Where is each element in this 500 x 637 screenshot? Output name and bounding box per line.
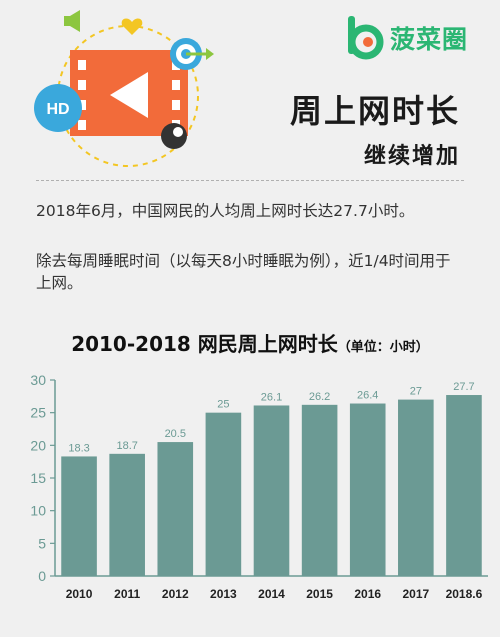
dashed-ring-icon bbox=[57, 25, 199, 167]
bar-value-label: 20.5 bbox=[165, 428, 186, 440]
page-title: 周上网时长 bbox=[289, 92, 460, 130]
paragraph-context: 除去每周睡眠时间（以每天8小时睡眠为例），近1/4时间用于上网。 bbox=[36, 252, 451, 292]
bar bbox=[301, 404, 338, 576]
x-tick-label: 2015 bbox=[306, 587, 333, 601]
chart-title-unit: （单位：小时） bbox=[337, 340, 429, 355]
target-icon bbox=[170, 38, 214, 70]
bar bbox=[157, 442, 194, 576]
dot-icon bbox=[161, 123, 187, 149]
bar bbox=[61, 456, 97, 576]
y-tick-label: 15 bbox=[30, 470, 46, 486]
video-illustration: HD bbox=[34, 10, 214, 167]
x-tick-label: 2010 bbox=[66, 587, 93, 601]
paragraph-stat: 2018年6月，中国网民的人均周上网时长达27.7小时。 bbox=[36, 202, 415, 220]
x-tick-label: 2012 bbox=[162, 587, 189, 601]
page-subtitle: 继续增加 bbox=[363, 144, 460, 169]
bar bbox=[349, 403, 386, 576]
brand-logo: 菠菜圈 bbox=[342, 14, 492, 60]
speaker-icon bbox=[64, 10, 80, 32]
bar bbox=[109, 453, 145, 576]
y-tick-label: 20 bbox=[30, 437, 46, 453]
heart-icon bbox=[121, 18, 143, 35]
brand-name: 菠菜圈 bbox=[390, 25, 469, 54]
bar bbox=[398, 399, 434, 576]
y-tick-label: 0 bbox=[38, 568, 46, 584]
hd-badge-icon: HD bbox=[34, 84, 82, 132]
x-tick-label: 2013 bbox=[210, 587, 237, 601]
bar-value-label: 27 bbox=[410, 386, 422, 398]
bar-value-label: 26.1 bbox=[261, 391, 282, 403]
x-tick-label: 2016 bbox=[354, 587, 381, 601]
bar bbox=[205, 412, 242, 576]
y-tick-label: 25 bbox=[30, 405, 46, 421]
bar bbox=[253, 405, 290, 576]
bar bbox=[446, 395, 482, 576]
bar-value-label: 18.3 bbox=[68, 442, 89, 454]
chart-title-main: 2010-2018 网民周上网时长 bbox=[71, 332, 338, 356]
play-icon bbox=[110, 72, 148, 118]
x-tick-label: 2011 bbox=[114, 587, 140, 601]
hero-banner: HD 菠菜圈 周上网时长 继续增加 bbox=[0, 0, 500, 180]
bar-value-label: 26.4 bbox=[357, 390, 378, 402]
y-tick-label: 30 bbox=[30, 372, 46, 388]
dashed-divider bbox=[36, 180, 464, 181]
bar-value-label: 26.2 bbox=[309, 391, 330, 403]
x-tick-label: 2018.6 bbox=[446, 587, 483, 601]
x-tick-label: 2017 bbox=[402, 587, 429, 601]
x-tick-label: 2014 bbox=[258, 587, 285, 601]
chart-title: 2010-2018 网民周上网时长（单位：小时） bbox=[0, 328, 500, 357]
bar-chart: 0 5 10 15 20 25 30 18.3 2010 18.7 2011 20.5 2012 25 20… bbox=[30, 372, 488, 601]
svg-text:HD: HD bbox=[46, 101, 69, 118]
bar-value-label: 25 bbox=[217, 399, 229, 411]
bar-value-label: 27.7 bbox=[453, 381, 474, 393]
bar-value-label: 18.7 bbox=[116, 440, 137, 452]
brand-mark-icon bbox=[348, 16, 384, 60]
y-tick-label: 10 bbox=[30, 503, 46, 519]
y-tick-label: 5 bbox=[38, 535, 46, 551]
